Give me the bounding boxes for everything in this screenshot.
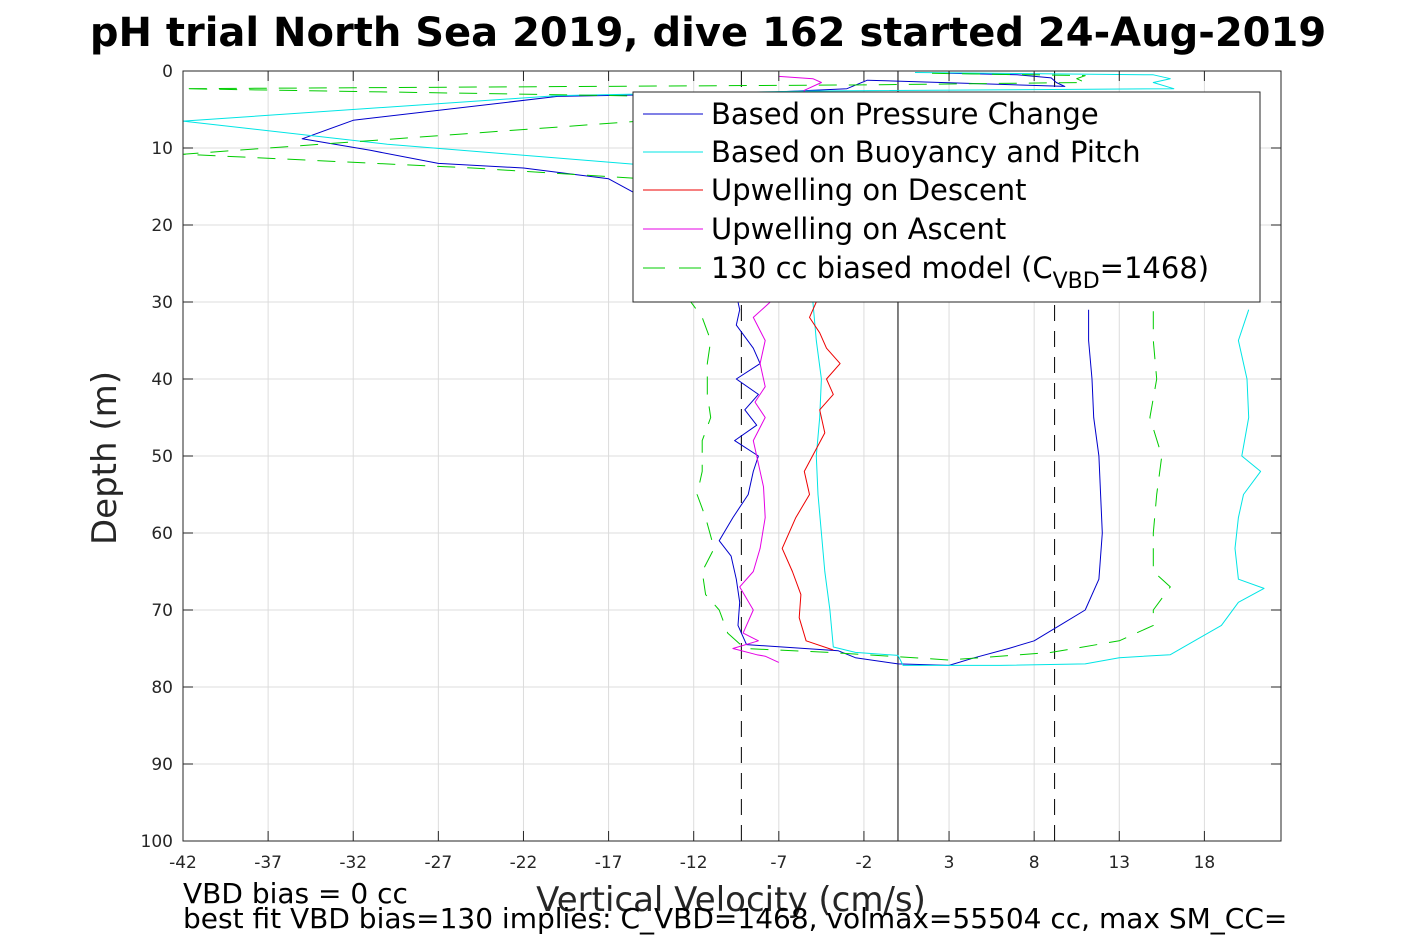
x-tick-label: -37 — [254, 853, 282, 873]
x-tick-label: -2 — [855, 853, 872, 873]
legend-label-buoyancy: Based on Buoyancy and Pitch — [711, 135, 1141, 169]
y-tick-label: 60 — [151, 524, 173, 544]
y-tick-label: 70 — [151, 601, 173, 621]
annotation-best-fit: best fit VBD bias=130 implies: C_VBD=146… — [183, 902, 1287, 935]
legend-label-model-subscript: VBD — [1053, 269, 1100, 294]
legend-label-ascent: Upwelling on Ascent — [711, 212, 1006, 246]
series-line-130-cc-biased-model-c — [182, 72, 1171, 661]
legend-label-model-suffix: =1468) — [1100, 251, 1209, 285]
legend-box — [632, 91, 1261, 303]
x-tick-label: -12 — [680, 853, 708, 873]
x-tick-label: -42 — [169, 853, 197, 873]
y-tick-label: 40 — [151, 370, 173, 390]
y-tick-label: 50 — [151, 447, 173, 467]
x-tick-label: 18 — [1194, 853, 1216, 873]
x-tick-label: -17 — [595, 853, 623, 873]
y-tick-label: 0 — [162, 62, 173, 82]
legend-label-model: 130 cc biased model (CVBD=1468) — [711, 251, 1209, 294]
series-line-based-on-pressure-change — [301, 72, 1103, 666]
y-tick-label: 90 — [151, 755, 173, 775]
legend-label-pressure: Based on Pressure Change — [711, 97, 1099, 131]
series-line-upwelling-on-descent — [781, 301, 841, 651]
y-tick-label: 10 — [151, 139, 173, 159]
y-tick-labels: 0 10 20 30 40 50 60 70 80 90 100 — [141, 62, 1281, 852]
y-tick-label: 80 — [151, 678, 173, 698]
x-tick-labels: -42 -37 -32 -27 -22 -17 -12 -7 -2 3 8 13 18 — [169, 71, 1215, 873]
x-tick-label: 13 — [1108, 853, 1130, 873]
legend-label-model-main: 130 cc biased model (C — [711, 251, 1053, 285]
y-tick-label: 100 — [141, 832, 173, 852]
x-tick-label: -7 — [770, 853, 787, 873]
x-tick-label: -22 — [510, 853, 538, 873]
y-tick-label: 20 — [151, 216, 173, 236]
x-tick-label: 3 — [944, 853, 955, 873]
legend: Based on Pressure Change Based on Buoyan… — [632, 91, 1261, 303]
chart-title: pH trial North Sea 2019, dive 162 starte… — [90, 10, 1326, 56]
y-tick-label: 30 — [151, 293, 173, 313]
y-axis-label: Depth (m) — [85, 371, 125, 545]
x-axis-label: Vertical Velocity (cm/s) — [536, 880, 926, 920]
annotation-vbd-bias: VBD bias = 0 cc — [183, 877, 408, 910]
x-tick-label: -32 — [339, 853, 367, 873]
x-tick-label: 8 — [1029, 853, 1040, 873]
legend-label-descent: Upwelling on Descent — [711, 173, 1027, 207]
x-tick-label: -27 — [424, 853, 452, 873]
